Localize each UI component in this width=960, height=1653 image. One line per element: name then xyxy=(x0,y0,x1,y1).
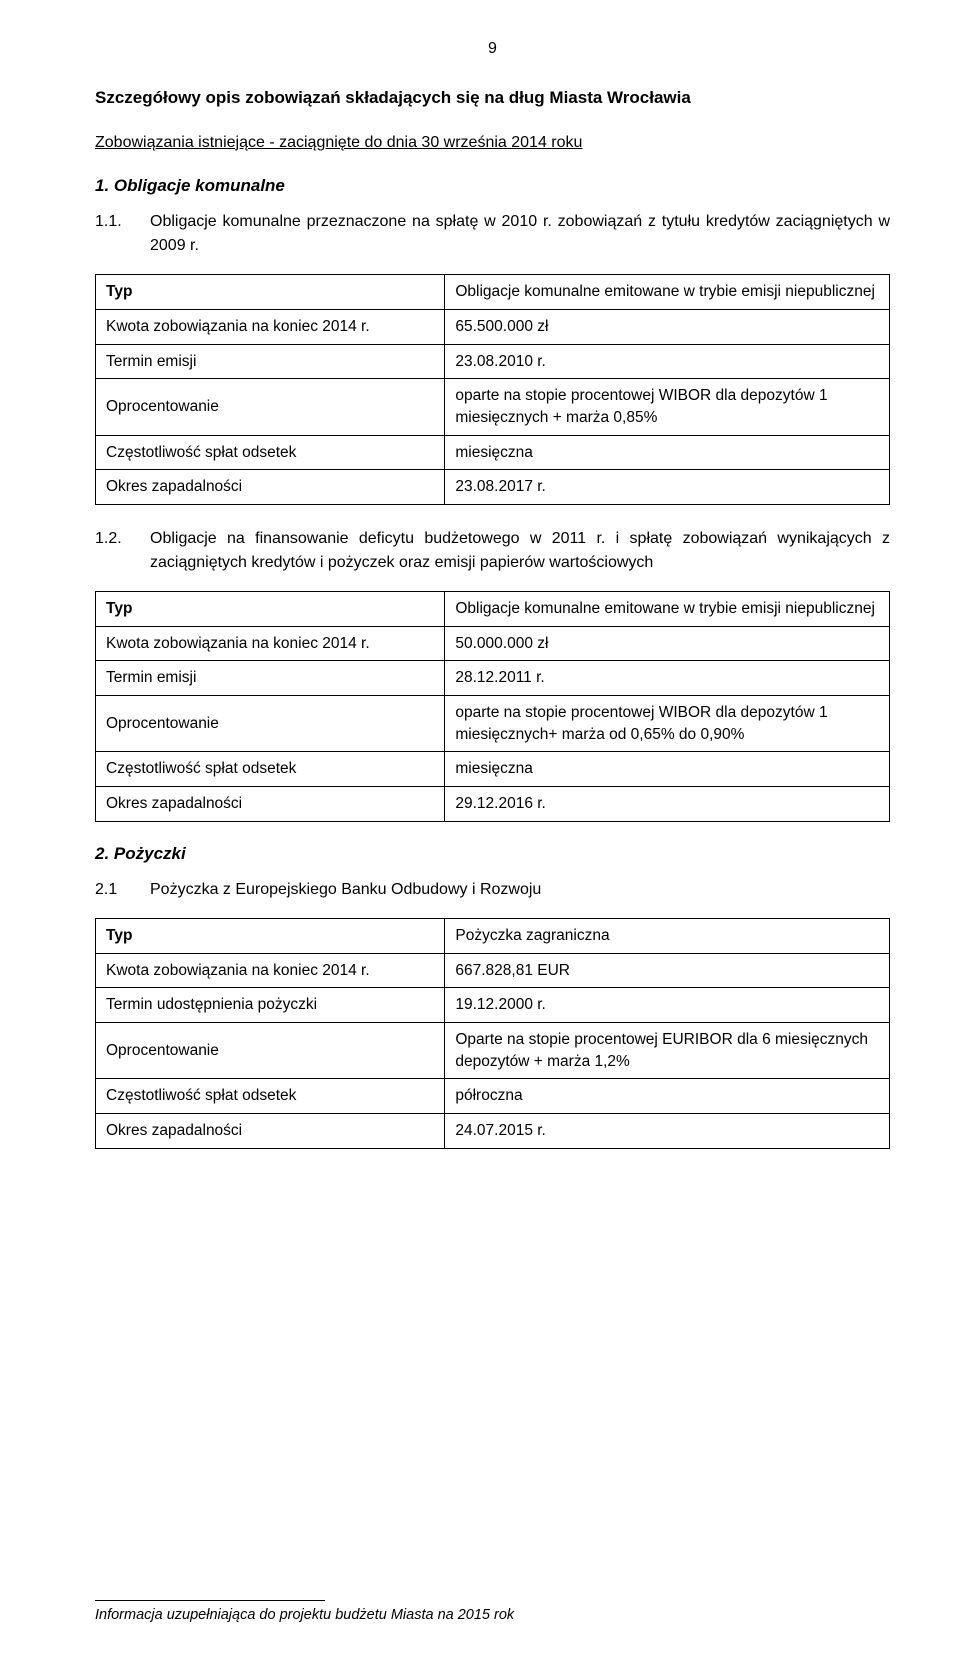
table-cell-label: Częstotliwość spłat odsetek xyxy=(96,752,445,787)
table-cell-label: Okres zapadalności xyxy=(96,787,445,822)
item-1-2-number: 1.2. xyxy=(95,527,150,551)
item-2-1-number: 2.1 xyxy=(95,878,150,902)
table-cell-label: Typ xyxy=(96,918,445,953)
table-cell-value: Obligacje komunalne emitowane w trybie e… xyxy=(445,592,890,627)
page-number: 9 xyxy=(95,40,890,58)
main-title: Szczegółowy opis zobowiązań składających… xyxy=(95,86,890,110)
item-1-1: 1.1. Obligacje komunalne przeznaczone na… xyxy=(95,210,890,258)
table-cell-value: półroczna xyxy=(445,1079,890,1114)
table-row: Częstotliwość spłat odsetek miesięczna xyxy=(96,435,890,470)
page-footer: Informacja uzupełniająca do projektu bud… xyxy=(95,1600,890,1623)
section-2-heading: 2. Pożyczki xyxy=(95,844,890,864)
footer-text: Informacja uzupełniająca do projektu bud… xyxy=(95,1607,890,1623)
section-1-heading: 1. Obligacje komunalne xyxy=(95,176,890,196)
item-2-1: 2.1 Pożyczka z Europejskiego Banku Odbud… xyxy=(95,878,890,902)
table-cell-label: Termin emisji xyxy=(96,661,445,696)
table-cell-value: 23.08.2017 r. xyxy=(445,470,890,505)
table-cell-value: 24.07.2015 r. xyxy=(445,1113,890,1148)
table-cell-value: oparte na stopie procentowej WIBOR dla d… xyxy=(445,379,890,435)
table-cell-label: Termin udostępnienia pożyczki xyxy=(96,988,445,1023)
item-1-1-number: 1.1. xyxy=(95,210,150,234)
table-row: Częstotliwość spłat odsetek półroczna xyxy=(96,1079,890,1114)
table-2: Typ Obligacje komunalne emitowane w tryb… xyxy=(95,591,890,822)
subtitle: Zobowiązania istniejące - zaciągnięte do… xyxy=(95,132,890,154)
table-cell-label: Częstotliwość spłat odsetek xyxy=(96,1079,445,1114)
table-1: Typ Obligacje komunalne emitowane w tryb… xyxy=(95,274,890,505)
table-row: Termin emisji 23.08.2010 r. xyxy=(96,344,890,379)
item-1-2: 1.2. Obligacje na finansowanie deficytu … xyxy=(95,527,890,575)
table-cell-value: Obligacje komunalne emitowane w trybie e… xyxy=(445,275,890,310)
table-cell-label: Okres zapadalności xyxy=(96,470,445,505)
table-row: Typ Obligacje komunalne emitowane w tryb… xyxy=(96,592,890,627)
table-cell-value: oparte na stopie procentowej WIBOR dla d… xyxy=(445,696,890,752)
item-2-1-text: Pożyczka z Europejskiego Banku Odbudowy … xyxy=(150,878,890,902)
table-row: Kwota zobowiązania na koniec 2014 r. 667… xyxy=(96,953,890,988)
table-row: Typ Pożyczka zagraniczna xyxy=(96,918,890,953)
table-cell-label: Kwota zobowiązania na koniec 2014 r. xyxy=(96,953,445,988)
footer-separator xyxy=(95,1600,325,1601)
table-cell-value: miesięczna xyxy=(445,435,890,470)
table-1-body: Typ Obligacje komunalne emitowane w tryb… xyxy=(96,275,890,505)
table-row: Typ Obligacje komunalne emitowane w tryb… xyxy=(96,275,890,310)
table-cell-label: Oprocentowanie xyxy=(96,379,445,435)
table-cell-value: 667.828,81 EUR xyxy=(445,953,890,988)
table-cell-label: Typ xyxy=(96,592,445,627)
table-cell-label: Częstotliwość spłat odsetek xyxy=(96,435,445,470)
table-cell-label: Termin emisji xyxy=(96,344,445,379)
table-cell-value: 29.12.2016 r. xyxy=(445,787,890,822)
table-cell-value: 19.12.2000 r. xyxy=(445,988,890,1023)
table-cell-value: Oparte na stopie procentowej EURIBOR dla… xyxy=(445,1022,890,1078)
item-1-1-text: Obligacje komunalne przeznaczone na spła… xyxy=(150,210,890,258)
table-row: Kwota zobowiązania na koniec 2014 r. 65.… xyxy=(96,309,890,344)
table-3: Typ Pożyczka zagraniczna Kwota zobowiąza… xyxy=(95,918,890,1149)
table-row: Okres zapadalności 24.07.2015 r. xyxy=(96,1113,890,1148)
table-cell-label: Oprocentowanie xyxy=(96,696,445,752)
table-row: Okres zapadalności 29.12.2016 r. xyxy=(96,787,890,822)
table-cell-value: miesięczna xyxy=(445,752,890,787)
table-row: Kwota zobowiązania na koniec 2014 r. 50.… xyxy=(96,626,890,661)
table-row: Okres zapadalności 23.08.2017 r. xyxy=(96,470,890,505)
table-row: Termin emisji 28.12.2011 r. xyxy=(96,661,890,696)
table-cell-label: Oprocentowanie xyxy=(96,1022,445,1078)
table-cell-value: 28.12.2011 r. xyxy=(445,661,890,696)
table-row: Oprocentowanie oparte na stopie procento… xyxy=(96,696,890,752)
table-row: Częstotliwość spłat odsetek miesięczna xyxy=(96,752,890,787)
table-2-body: Typ Obligacje komunalne emitowane w tryb… xyxy=(96,592,890,822)
table-cell-value: 50.000.000 zł xyxy=(445,626,890,661)
table-3-body: Typ Pożyczka zagraniczna Kwota zobowiąza… xyxy=(96,918,890,1148)
table-row: Oprocentowanie oparte na stopie procento… xyxy=(96,379,890,435)
table-cell-label: Kwota zobowiązania na koniec 2014 r. xyxy=(96,626,445,661)
table-cell-value: 23.08.2010 r. xyxy=(445,344,890,379)
table-row: Oprocentowanie Oparte na stopie procento… xyxy=(96,1022,890,1078)
item-1-2-text: Obligacje na finansowanie deficytu budże… xyxy=(150,527,890,575)
table-cell-value: 65.500.000 zł xyxy=(445,309,890,344)
table-cell-label: Typ xyxy=(96,275,445,310)
table-cell-label: Kwota zobowiązania na koniec 2014 r. xyxy=(96,309,445,344)
table-cell-value: Pożyczka zagraniczna xyxy=(445,918,890,953)
document-page: 9 Szczegółowy opis zobowiązań składający… xyxy=(0,0,960,1653)
table-row: Termin udostępnienia pożyczki 19.12.2000… xyxy=(96,988,890,1023)
table-cell-label: Okres zapadalności xyxy=(96,1113,445,1148)
